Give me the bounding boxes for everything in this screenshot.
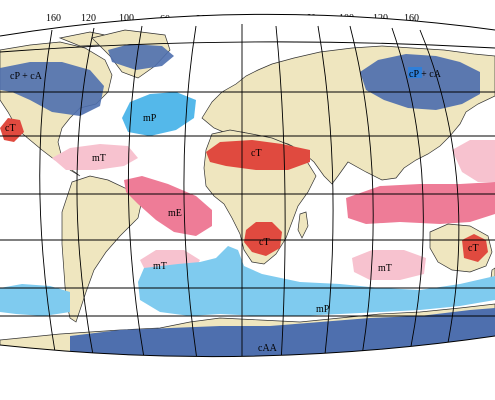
meridian-160e: [419, 29, 460, 357]
label-mt-north-pacific: mT: [92, 153, 106, 164]
parallel-60n: [0, 41, 495, 53]
label-ct-australia: cT: [468, 243, 479, 254]
mt-north-pacific-east-region: [452, 140, 495, 182]
meridian-100w: [76, 27, 99, 357]
label-mt-indian-ocean: mT: [378, 263, 392, 274]
label-mt-south-pacific: mT: [153, 261, 167, 272]
madagascar: [297, 211, 309, 239]
label-mp-southern-ocean: mP: [316, 304, 330, 315]
meridian-100e: [349, 25, 374, 357]
meridian-140w: [39, 29, 61, 357]
label-ct-southern-africa: cT: [259, 237, 270, 248]
meridian-60w: [127, 25, 149, 357]
label-cp-ca-north-america: cP + cA: [10, 71, 43, 82]
cp-ca-north-america-region: [0, 62, 104, 116]
caa-antarctica-region: [70, 308, 495, 357]
meridian-140e: [391, 27, 424, 357]
south-america: [61, 175, 143, 323]
mp-southern-ocean-west-region: [0, 284, 70, 316]
meridian-20e: [275, 25, 286, 357]
label-me-atlantic: mE: [168, 208, 182, 219]
ct-australia-region: [462, 234, 488, 262]
map-top-border: [0, 13, 495, 37]
mt-indian-ocean-region: [352, 250, 426, 280]
lon-tick-100w: 100: [119, 13, 134, 24]
meridian-20w: [183, 25, 201, 357]
label-cp-ca-asia: cP + cA: [409, 69, 442, 80]
mp-southern-ocean-region: [138, 246, 495, 316]
mp-north-atlantic-region: [122, 92, 196, 136]
label-ct-north-america: cT: [5, 123, 16, 134]
graticule: [0, 24, 495, 357]
meridian-60e: [317, 25, 334, 357]
map-bottom-border: [0, 335, 495, 358]
mt-north-pacific-region: [52, 144, 138, 170]
lon-tick-160e: 160: [404, 13, 419, 24]
air-mass-labels: cP + cA cP + cA mP cT cT cT cT mT mT mT …: [5, 67, 479, 354]
lon-tick-120w: 120: [81, 13, 96, 24]
lon-tick-160w: 160: [46, 13, 61, 24]
label-mp-north-atlantic: mP: [143, 113, 157, 124]
label-ct-sahara: cT: [251, 148, 262, 159]
cp-ca-north-atlantic-region: [108, 44, 174, 70]
label-highlight-cp-asia: [408, 67, 422, 78]
ct-southern-africa-region: [244, 222, 282, 256]
cp-ca-asia-region: [360, 54, 480, 110]
me-atlantic-region: [124, 176, 212, 236]
label-caa-antarctica: cAA: [258, 343, 278, 354]
